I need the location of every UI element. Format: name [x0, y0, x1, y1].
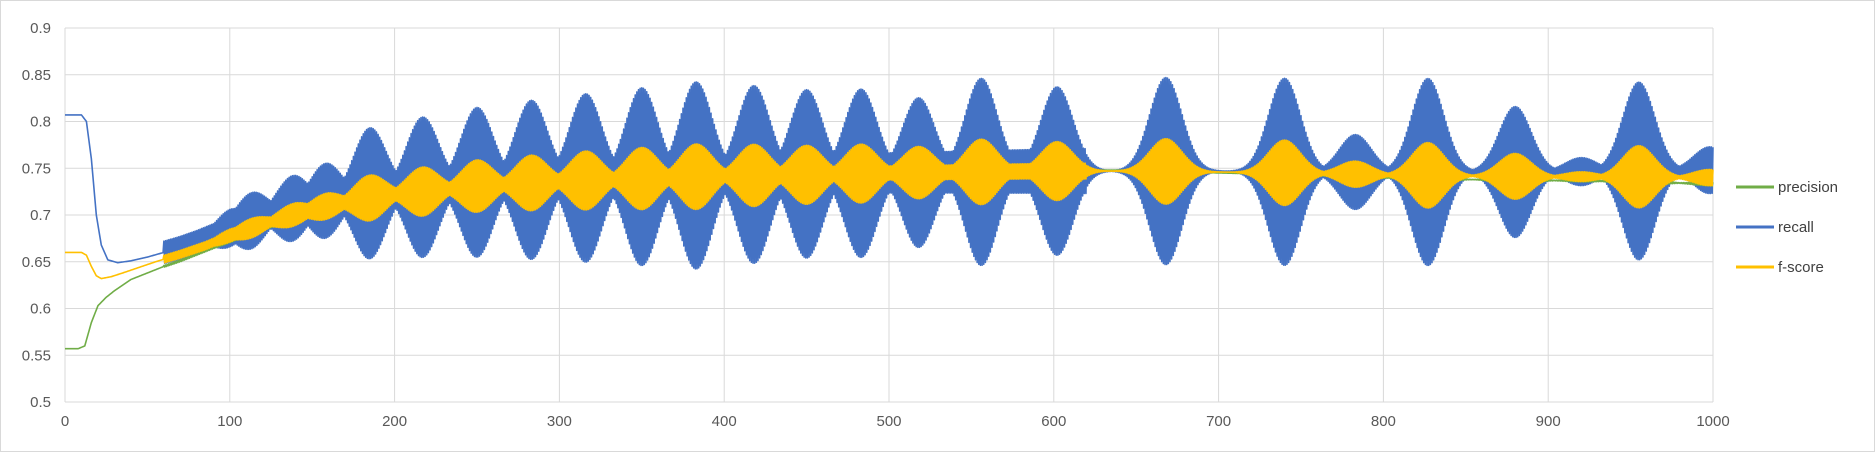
x-tick-label: 400 [712, 413, 737, 430]
x-tick-label: 200 [382, 413, 407, 430]
x-tick-label: 300 [547, 413, 572, 430]
legend: precision recall f-score [1736, 179, 1838, 276]
y-axis: 0.5 0.55 0.6 0.65 0.7 0.75 0.8 0.85 0.9 [22, 20, 51, 411]
x-tick-label: 500 [876, 413, 901, 430]
y-tick-label: 0.7 [30, 207, 51, 224]
y-tick-label: 0.8 [30, 114, 51, 131]
y-tick-label: 0.65 [22, 254, 51, 271]
legend-label-recall: recall [1778, 219, 1814, 236]
x-axis: 0 100 200 300 400 500 600 700 800 900 1000 [61, 413, 1730, 430]
y-tick-label: 0.55 [22, 347, 51, 364]
x-tick-label: 900 [1536, 413, 1561, 430]
legend-label-f-score: f-score [1778, 259, 1824, 276]
series-line-f-score [65, 137, 1714, 280]
y-tick-label: 0.75 [22, 160, 51, 177]
x-tick-label: 0 [61, 413, 69, 430]
y-tick-label: 0.9 [30, 20, 51, 37]
x-tick-label: 600 [1041, 413, 1066, 430]
x-tick-label: 800 [1371, 413, 1396, 430]
x-tick-label: 700 [1206, 413, 1231, 430]
x-tick-label: 1000 [1696, 413, 1729, 430]
y-tick-label: 0.85 [22, 67, 51, 84]
y-tick-label: 0.6 [30, 301, 51, 318]
y-tick-label: 0.5 [30, 394, 51, 411]
legend-label-precision: precision [1778, 179, 1838, 196]
x-tick-label: 100 [217, 413, 242, 430]
series-lines [65, 76, 1714, 350]
